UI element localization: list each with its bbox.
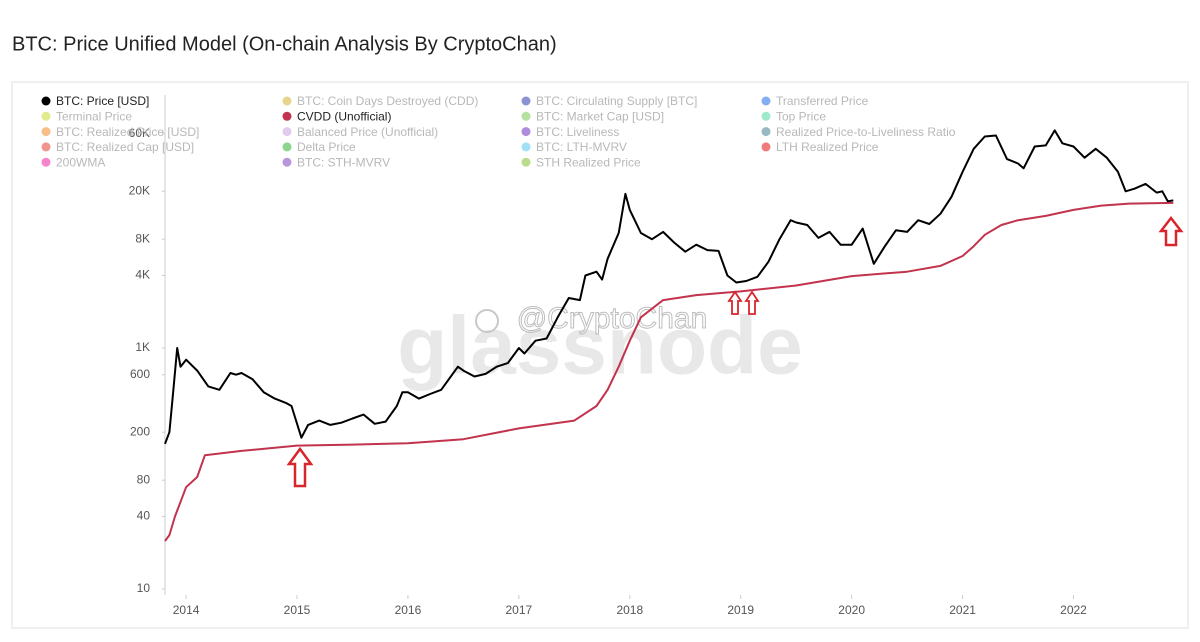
legend-dot [761, 127, 771, 137]
legend-label: BTC: Market Cap [USD] [536, 109, 664, 123]
y-tick-label: 40 [137, 509, 151, 523]
legend-dot [282, 96, 292, 106]
legend-label: LTH Realized Price [776, 140, 879, 154]
legend-dot [41, 142, 51, 152]
legend-dot [282, 127, 292, 137]
x-tick-label: 2018 [616, 603, 643, 617]
arrow [1158, 215, 1184, 247]
legend-dot [521, 142, 531, 152]
watermark-icon [475, 309, 499, 333]
legend-dot [521, 127, 531, 137]
legend-label: CVDD (Unofficial) [297, 109, 391, 123]
legend-dot [761, 96, 771, 106]
legend-label: Top Price [776, 109, 826, 123]
y-tick-label: 8K [135, 231, 150, 245]
x-tick-label: 2016 [395, 603, 422, 617]
legend-label: Realized Price-to-Liveliness Ratio [776, 125, 956, 139]
watermark: glassnode [397, 301, 803, 392]
legend-label: BTC: Liveliness [536, 125, 619, 139]
legend-dot [282, 111, 292, 121]
legend-label: BTC: Price [USD] [56, 94, 149, 108]
legend-dot [41, 111, 51, 121]
legend-dot [761, 142, 771, 152]
legend-label: BTC: LTH-MVRV [536, 140, 627, 154]
legend-label: BTC: Coin Days Destroyed (CDD) [297, 94, 478, 108]
y-tick-label: 4K [135, 268, 150, 282]
legend-label: BTC: Realized Cap [USD] [56, 140, 194, 154]
legend-label: BTC: Realized Price [USD] [56, 125, 199, 139]
x-tick-label: 2021 [949, 603, 976, 617]
x-tick-label: 2015 [284, 603, 311, 617]
legend-label: Transferred Price [776, 94, 869, 108]
legend-dot [41, 96, 51, 106]
x-tick-label: 2014 [173, 603, 200, 617]
x-tick-label: 2020 [838, 603, 865, 617]
legend-dot [41, 127, 51, 137]
legend-dot [521, 96, 531, 106]
arrow [286, 446, 314, 488]
y-tick-label: 20K [129, 183, 150, 197]
legend-label: 200WMA [56, 155, 105, 169]
line-series [164, 201, 1174, 542]
watermark: @CryptoChan [517, 302, 708, 335]
x-tick-label: 2019 [727, 603, 754, 617]
legend-label: Balanced Price (Unofficial) [297, 125, 438, 139]
legend-label: Delta Price [297, 140, 356, 154]
legend-dot [41, 157, 51, 167]
y-tick-label: 1K [135, 340, 150, 354]
x-tick-label: 2017 [506, 603, 533, 617]
legend-dot [761, 111, 771, 121]
arrow [744, 290, 760, 315]
y-tick-label: 60K [129, 126, 150, 140]
y-tick-label: 80 [137, 472, 151, 486]
legend-dot [282, 157, 292, 167]
arrow [727, 290, 743, 315]
legend-label: BTC: Circulating Supply [BTC] [536, 94, 697, 108]
annotation-arrows [286, 215, 1184, 488]
legend-dot [282, 142, 292, 152]
y-tick-label: 200 [130, 424, 150, 438]
y-tick-label: 600 [130, 367, 150, 381]
chart-title: BTC: Price Unified Model (On-chain Analy… [12, 33, 557, 55]
legend-label: BTC: STH-MVRV [297, 155, 390, 169]
line-series [164, 129, 1174, 445]
legend-dot [521, 111, 531, 121]
x-tick-label: 2022 [1060, 603, 1087, 617]
chart-frame [11, 81, 1189, 629]
y-tick-label: 10 [137, 581, 151, 595]
legend-label: Terminal Price [56, 109, 132, 123]
legend-dot [521, 157, 531, 167]
legend-label: STH Realized Price [536, 155, 641, 169]
